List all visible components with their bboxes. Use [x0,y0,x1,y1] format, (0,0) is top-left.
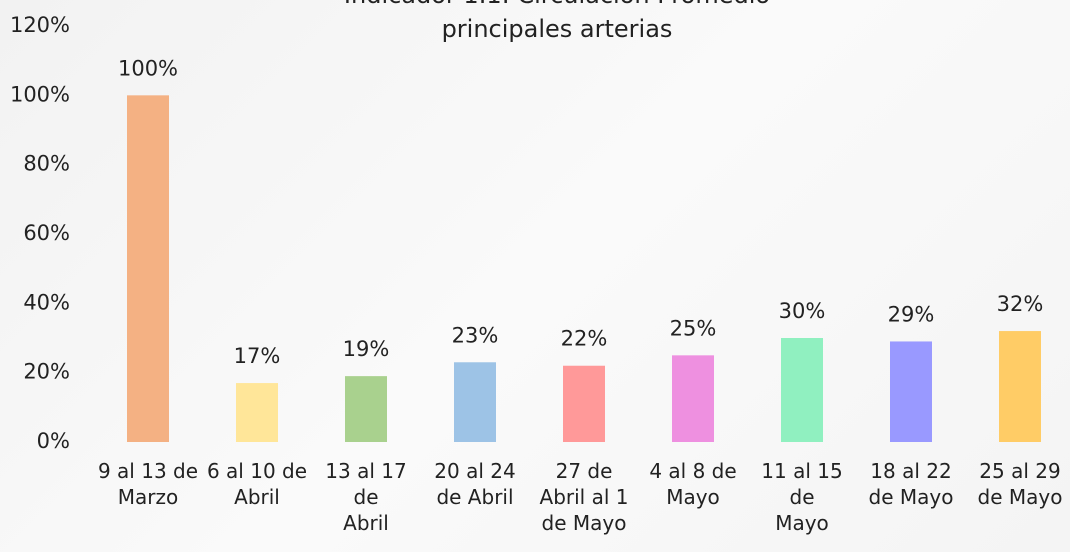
y-tick-label: 40% [23,290,70,314]
chart-title: Indicador 1.1: Circulación Promedio [344,0,770,9]
data-label: 22% [561,327,608,351]
x-tick-label: 6 al 10 de Abril [206,459,308,509]
bar [781,338,823,442]
data-label: 17% [234,344,281,368]
data-label: 29% [888,302,935,326]
y-tick-label: 120% [10,13,70,37]
data-label: 100% [118,56,178,80]
y-tick-label: 0% [37,429,70,453]
y-tick-label: 20% [23,360,70,384]
bar [999,331,1041,442]
x-tick-label: 18 al 22 de Mayo [868,459,954,509]
bar [890,341,932,442]
bar [672,355,714,442]
data-label: 23% [452,323,499,347]
y-tick-label: 60% [23,221,70,245]
bar [127,95,169,442]
y-tick-label: 80% [23,152,70,176]
bar [454,362,496,442]
data-label: 25% [670,316,717,340]
x-tick-label: 9 al 13 de Marzo [97,459,199,509]
data-label: 19% [343,337,390,361]
data-label: 32% [997,292,1044,316]
data-label: 30% [779,299,826,323]
y-tick-label: 100% [10,82,70,106]
x-tick-label: 25 al 29 de Mayo [977,459,1063,509]
bar [236,383,278,442]
bar [563,365,605,442]
bar [345,376,387,442]
x-tick-label: 11 al 15 de Mayo [761,459,843,535]
x-tick-label: 4 al 8 de Mayo [649,459,737,509]
x-tick-label: 13 al 17 de Abril [325,459,407,535]
x-tick-label: 27 de Abril al 1 de Mayo [539,459,629,535]
chart-title: principales arterias [442,15,673,43]
x-tick-label: 20 al 24 de Abril [434,459,516,509]
